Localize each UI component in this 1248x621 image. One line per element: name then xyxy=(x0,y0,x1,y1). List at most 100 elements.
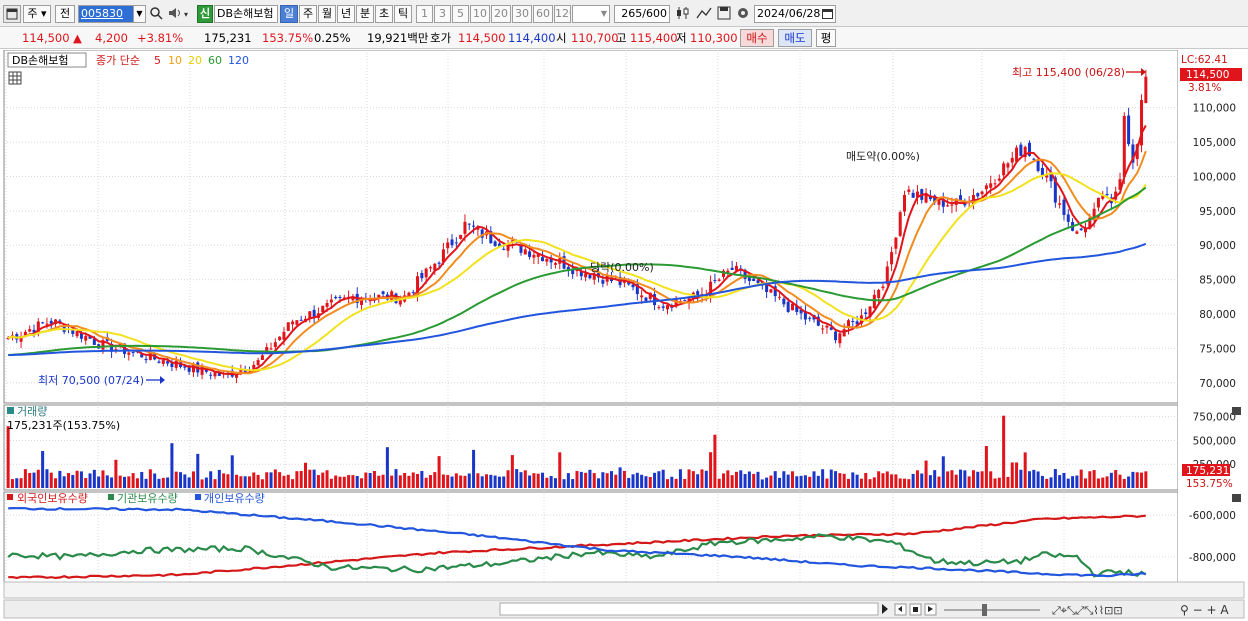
candle-body xyxy=(502,248,506,250)
interval-30[interactable]: 30 xyxy=(512,5,532,23)
holding-panel-close-icon[interactable] xyxy=(1232,494,1241,502)
volume-bar xyxy=(980,471,984,488)
calendar-icon[interactable] xyxy=(822,8,833,22)
zoom-icons[interactable]: ⚲ − + A xyxy=(1180,603,1229,617)
market-select[interactable]: 주 ▾ xyxy=(23,5,51,23)
zoom-slider-handle[interactable] xyxy=(982,604,987,616)
foreign-label: 외국인보유수량 xyxy=(17,492,88,505)
period-second-tab[interactable]: 초 xyxy=(375,5,393,23)
playback-controls[interactable]: ⤢⌖⤡⤢⤡⌇⌇⊡⊡ ⚲ − + A xyxy=(882,603,1229,617)
volume-bar xyxy=(493,475,497,488)
candle-body xyxy=(635,284,639,295)
candle-body xyxy=(898,212,902,236)
candle-body xyxy=(329,299,333,303)
volume-bar xyxy=(424,477,428,488)
count-input[interactable]: 265/600 xyxy=(614,5,670,23)
turnover-rate: 0.25% xyxy=(314,31,351,45)
buy-button[interactable]: 매수 xyxy=(740,29,774,47)
candle-body xyxy=(1010,157,1014,163)
eval-button[interactable]: 평 xyxy=(816,29,836,47)
price-tag: 114,500 xyxy=(1186,69,1229,81)
volume-bar xyxy=(1023,452,1027,488)
volume-bar xyxy=(1015,462,1019,488)
period-month-tab[interactable]: 월 xyxy=(318,5,336,23)
candle-body xyxy=(803,311,807,320)
layout-icon[interactable] xyxy=(3,5,21,23)
grid-toggle-icon[interactable] xyxy=(8,71,22,85)
interval-1[interactable]: 1 xyxy=(416,5,433,23)
volume-bar xyxy=(10,479,14,488)
interval-5[interactable]: 5 xyxy=(452,5,469,23)
interval-20[interactable]: 20 xyxy=(491,5,511,23)
volume-bar xyxy=(648,477,652,488)
volume-bar xyxy=(915,470,919,488)
volume-bar xyxy=(273,469,277,488)
volume-bar xyxy=(1071,476,1075,488)
volume-bar xyxy=(1066,478,1070,488)
volume-bar xyxy=(260,479,264,488)
price-tick-label: 85,000 xyxy=(1199,275,1236,287)
volume-bar xyxy=(497,476,501,488)
period-minute-tab[interactable]: 분 xyxy=(356,5,374,23)
candle-body xyxy=(756,280,760,284)
candle-body xyxy=(32,329,36,333)
interval-60[interactable]: 60 xyxy=(533,5,553,23)
volume-bar xyxy=(894,474,898,488)
stock-code-input[interactable]: 005830 xyxy=(78,5,134,23)
code-dropdown-icon[interactable]: ▼ xyxy=(133,5,146,23)
volume-bar xyxy=(877,471,881,488)
speaker-icon[interactable]: ▾ xyxy=(166,5,194,23)
period-year-tab[interactable]: 년 xyxy=(337,5,355,23)
interval-120[interactable]: 120 xyxy=(554,5,571,23)
period-week-tab[interactable]: 주 xyxy=(299,5,317,23)
period-tick-tab[interactable]: 틱 xyxy=(394,5,412,23)
interval-3[interactable]: 3 xyxy=(434,5,451,23)
volume-bar xyxy=(933,470,937,488)
draw-tool-icon[interactable] xyxy=(695,5,713,23)
candle-body xyxy=(71,328,75,334)
save-icon[interactable] xyxy=(715,5,733,23)
candle-body xyxy=(773,286,777,297)
volume-bar xyxy=(329,478,333,488)
candle-body xyxy=(851,321,855,323)
volume-bar xyxy=(984,446,988,488)
volume-bar xyxy=(342,476,346,488)
search-icon[interactable] xyxy=(148,5,164,23)
date-input[interactable]: 2024/06/28 xyxy=(754,5,836,23)
volume-bar xyxy=(19,478,23,488)
prefix-button[interactable]: 전 xyxy=(55,5,75,23)
volume-bar xyxy=(28,472,32,488)
volume-bar xyxy=(161,477,165,488)
tools-icons[interactable]: ⤢⌖⤡⤢⤡⌇⌇⊡⊡ xyxy=(1052,604,1123,617)
volume-bar xyxy=(170,443,174,488)
custom-interval-select[interactable]: ▼ xyxy=(572,5,610,23)
gear-icon[interactable] xyxy=(734,5,752,23)
candle-type-icon[interactable] xyxy=(675,5,693,23)
candle-body xyxy=(174,360,178,368)
interval-10[interactable]: 10 xyxy=(470,5,490,23)
play-icon[interactable] xyxy=(882,604,888,614)
svg-text:▾: ▾ xyxy=(184,10,188,19)
scroll-thumb[interactable] xyxy=(499,602,879,616)
candle-body xyxy=(41,322,45,324)
volume-panel-close-icon[interactable] xyxy=(1232,407,1241,415)
holding-tick-label: -800,000 xyxy=(1189,552,1236,564)
stock-tag: DB손해보험 xyxy=(12,53,69,67)
volume-bar xyxy=(23,469,27,488)
volume-bar xyxy=(463,475,467,488)
candle-body xyxy=(1036,160,1040,171)
volume-bar xyxy=(739,470,743,488)
sell-button[interactable]: 매도 xyxy=(778,29,812,47)
volume-bar xyxy=(872,477,876,488)
chart-canvas[interactable]: 70,000 75,000 80,000 85,000 90,000 95,000 100,… xyxy=(0,50,1248,621)
volume-bar xyxy=(265,472,269,488)
candle-body xyxy=(734,265,738,271)
candle-body xyxy=(657,307,661,309)
volume-bar xyxy=(269,472,273,488)
volume-bar xyxy=(799,475,803,488)
period-day-tab[interactable]: 일 xyxy=(280,5,298,23)
candle-body xyxy=(282,331,286,340)
volume-bar xyxy=(722,473,726,488)
volume-bar xyxy=(1045,478,1049,488)
volume-bar xyxy=(157,478,161,488)
